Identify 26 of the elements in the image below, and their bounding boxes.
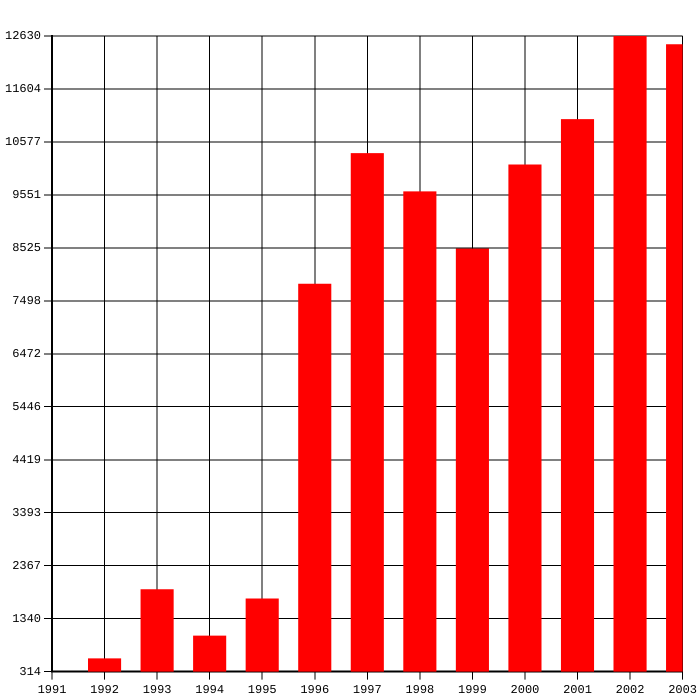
- y-tick-label: 5446: [12, 400, 42, 414]
- y-tick-label: 10577: [4, 135, 42, 150]
- y-tick-label: 7498: [12, 294, 42, 308]
- y-tick-label: 314: [19, 664, 42, 679]
- x-tick-label: 1995: [248, 682, 277, 697]
- x-tick-label: 2003: [668, 682, 698, 697]
- y-tick-label: 6472: [12, 346, 42, 361]
- y-tick-label: 3393: [12, 506, 42, 520]
- y-tick-label: 8525: [12, 241, 42, 256]
- x-tick-label: 1993: [142, 682, 172, 697]
- x-tick-label: 1996: [300, 682, 330, 697]
- x-tick-label: 2002: [616, 682, 644, 697]
- y-tick-label: 12630: [4, 29, 42, 44]
- x-tick-label: 2001: [563, 682, 592, 697]
- y-tick-label: 4419: [12, 452, 42, 467]
- x-tick-label: 1999: [458, 682, 487, 697]
- x-tick-label: 1997: [352, 682, 382, 697]
- x-tick-label: 2000: [510, 682, 540, 697]
- y-tick-label: 1340: [12, 612, 42, 626]
- x-tick-label: 1991: [38, 682, 66, 697]
- x-tick-label: 1998: [405, 682, 434, 697]
- y-tick-label: 2367: [12, 558, 42, 573]
- x-tick-label: 1994: [195, 682, 224, 697]
- y-tick-label: 9551: [12, 188, 42, 202]
- y-tick-label: 11604: [4, 82, 42, 96]
- x-tick-label: 1992: [90, 682, 119, 697]
